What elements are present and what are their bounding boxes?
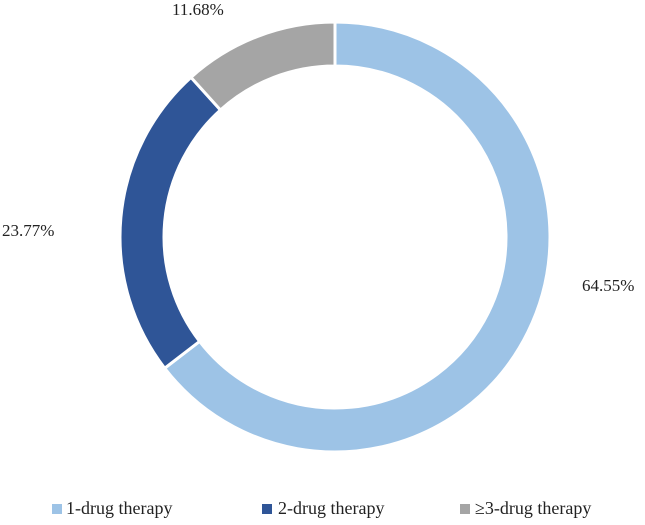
slice-label-2-drug: 23.77% xyxy=(2,221,54,240)
slice-3plus-drug xyxy=(188,20,337,113)
legend-swatch-1-drug xyxy=(52,504,62,514)
legend-label-3plus-drug: ≥3-drug therapy xyxy=(475,498,591,518)
slice-label-1-drug: 64.55% xyxy=(582,276,634,295)
donut-slices xyxy=(118,20,552,454)
legend-label-2-drug: 2-drug therapy xyxy=(278,498,384,518)
slice-2-drug xyxy=(118,75,223,371)
slice-label-3plus-drug: 11.68% xyxy=(172,0,224,19)
legend-swatch-3plus-drug xyxy=(460,504,470,514)
legend-swatch-2-drug xyxy=(262,504,272,514)
legend-label-1-drug: 1-drug therapy xyxy=(66,498,172,518)
legend: 1-drug therapy 2-drug therapy ≥3-drug th… xyxy=(52,498,591,518)
slice-1-drug xyxy=(162,20,552,454)
